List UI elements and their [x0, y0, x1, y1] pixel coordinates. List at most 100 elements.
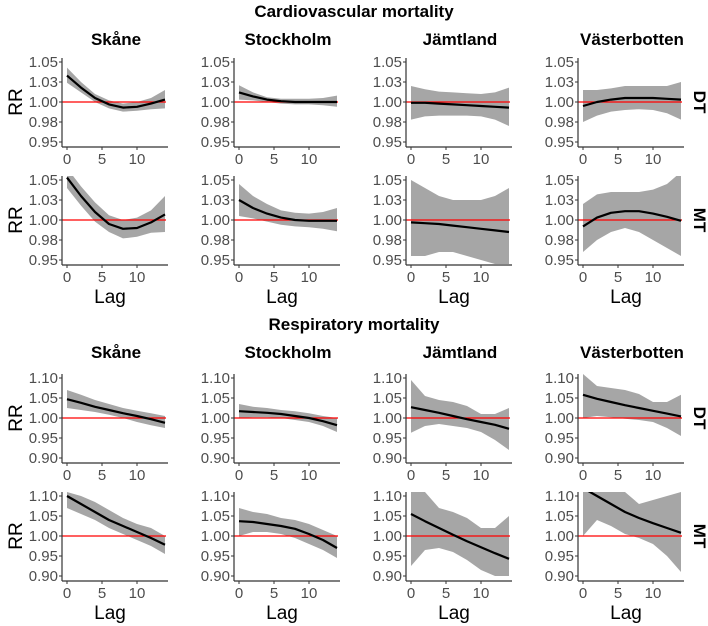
- y-tick-label: 0.90: [545, 450, 574, 467]
- y-tick-label: 1.00: [373, 212, 402, 229]
- x-tick-label: 0: [579, 585, 587, 602]
- x-tick-label: 0: [63, 269, 71, 286]
- y-tick-label: 1.03: [545, 192, 574, 209]
- estimate-line: [411, 101, 510, 109]
- y-tick-label: 0.95: [201, 134, 230, 151]
- y-tick-label: 0.95: [545, 252, 574, 269]
- y-axis-label: RR: [6, 522, 27, 549]
- x-tick-label: 5: [614, 151, 622, 168]
- y-tick-label: 1.03: [373, 192, 402, 209]
- estimate-line: [238, 520, 338, 549]
- x-tick-label: 5: [614, 467, 622, 484]
- x-tick-label: 10: [129, 151, 146, 168]
- x-axis-label: Lag: [94, 287, 126, 308]
- y-tick-label: 1.05: [373, 390, 402, 407]
- estimate-line: [582, 393, 682, 418]
- y-tick-label: 1.05: [545, 508, 574, 525]
- confidence-band: [239, 508, 337, 558]
- y-tick-label: 1.05: [29, 390, 58, 407]
- row-strip-mt: MT: [690, 208, 708, 233]
- x-tick-label: 5: [442, 269, 450, 286]
- estimate-line: [66, 74, 166, 109]
- x-tick-label: 0: [235, 269, 243, 286]
- y-tick-label: 1.00: [29, 94, 58, 111]
- y-tick-label: 1.03: [545, 74, 574, 91]
- estimate-line: [410, 513, 510, 560]
- x-tick-label: 10: [473, 467, 490, 484]
- x-tick-label: 5: [270, 269, 278, 286]
- y-tick-label: 1.00: [373, 528, 402, 545]
- y-tick-label: 0.90: [29, 568, 58, 585]
- x-tick-label: 0: [407, 151, 415, 168]
- y-tick-label: 0.98: [545, 114, 574, 131]
- y-tick-label: 1.00: [29, 212, 58, 229]
- column-header: Stockholm: [245, 30, 332, 49]
- y-tick-label: 1.00: [545, 528, 574, 545]
- y-tick-label: 0.95: [373, 548, 402, 565]
- confidence-band: [67, 390, 165, 428]
- y-tick-label: 0.95: [373, 134, 402, 151]
- estimate-line: [238, 199, 337, 222]
- y-tick-label: 1.10: [29, 370, 58, 387]
- column-header: Jämtland: [423, 30, 498, 49]
- estimate-line: [582, 210, 682, 228]
- column-header: Skåne: [91, 30, 141, 49]
- x-tick-label: 0: [235, 467, 243, 484]
- y-axis-label: RR: [6, 206, 27, 233]
- y-tick-label: 1.05: [201, 508, 230, 525]
- x-tick-label: 10: [645, 467, 662, 484]
- x-tick-label: 10: [301, 269, 318, 286]
- y-tick-label: 1.10: [29, 488, 58, 505]
- x-tick-label: 10: [473, 269, 490, 286]
- x-tick-label: 0: [63, 151, 71, 168]
- confidence-band: [583, 176, 681, 256]
- y-tick-label: 0.95: [29, 252, 58, 269]
- x-axis-label: Lag: [266, 287, 298, 308]
- x-axis-label: Lag: [610, 603, 642, 624]
- y-tick-label: 1.00: [201, 410, 230, 427]
- x-axis-label: Lag: [94, 603, 126, 624]
- panel: 0.90 0.95 1.00 1.05 1.10 0 5 10: [201, 370, 340, 484]
- estimate-line: [238, 91, 337, 104]
- estimate-line: [66, 176, 166, 230]
- panel: 0.95 0.98 1.00 1.03 1.05 0 5 10: [201, 54, 340, 168]
- y-tick-label: 0.95: [201, 252, 230, 269]
- x-tick-label: 5: [98, 467, 106, 484]
- column-header: Skåne: [91, 343, 141, 362]
- row-strip-dt: DT: [690, 407, 708, 430]
- column-header: Stockholm: [245, 343, 332, 362]
- y-tick-label: 1.00: [373, 94, 402, 111]
- y-tick-label: 0.90: [545, 568, 574, 585]
- confidence-band: [411, 180, 509, 264]
- x-tick-label: 5: [270, 467, 278, 484]
- x-tick-label: 5: [270, 585, 278, 602]
- estimate-line: [66, 398, 166, 424]
- y-tick-label: 1.00: [29, 410, 58, 427]
- estimate-line: [238, 410, 338, 427]
- y-tick-label: 0.95: [29, 430, 58, 447]
- estimate-line: [66, 495, 166, 546]
- y-tick-label: 1.10: [373, 488, 402, 505]
- y-tick-label: 1.03: [201, 74, 230, 91]
- confidence-band: [67, 67, 165, 112]
- confidence-band: [411, 492, 509, 576]
- y-tick-label: 1.03: [373, 74, 402, 91]
- estimate-line: [410, 221, 510, 234]
- x-tick-label: 10: [301, 151, 318, 168]
- y-tick-label: 1.10: [201, 370, 230, 387]
- x-tick-label: 0: [579, 467, 587, 484]
- y-axis-label: RR: [6, 404, 27, 431]
- x-tick-label: 5: [442, 585, 450, 602]
- confidence-band: [583, 492, 681, 572]
- y-tick-label: 1.00: [545, 94, 574, 111]
- y-tick-label: 0.95: [201, 430, 230, 447]
- estimate-line: [587, 492, 682, 534]
- x-axis-label: Lag: [266, 603, 298, 624]
- panel: 0.95 0.98 1.00 1.03 1.05 0 5 10: [373, 54, 512, 168]
